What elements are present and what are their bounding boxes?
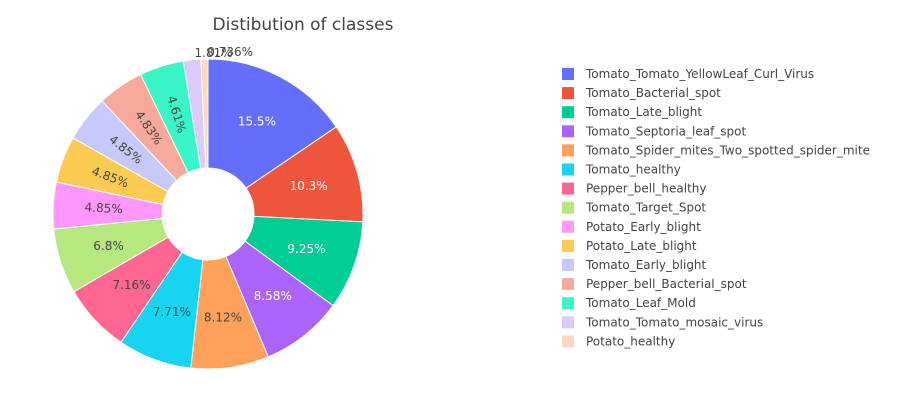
legend-label: Potato_healthy xyxy=(586,334,675,348)
legend-label: Pepper_bell_Bacterial_spot xyxy=(586,277,747,291)
legend-swatch xyxy=(562,316,574,329)
pie-slices xyxy=(52,58,364,370)
legend-swatch xyxy=(562,106,574,119)
legend-swatch xyxy=(562,278,574,291)
legend-label: Potato_Late_blight xyxy=(586,239,697,253)
legend-swatch xyxy=(562,144,574,157)
legend-swatch xyxy=(562,201,574,214)
legend-label: Potato_Early_blight xyxy=(586,220,701,234)
legend-swatch xyxy=(562,297,574,310)
chart-title: Distibution of classes xyxy=(213,15,394,35)
legend-item[interactable]: Tomato_Target_Spot xyxy=(562,201,706,215)
legend-swatch xyxy=(562,68,574,80)
slice-percent-label: 10.3% xyxy=(290,179,328,193)
legend-item[interactable]: Tomato_Early_blight xyxy=(562,258,707,272)
legend-swatch xyxy=(562,220,574,233)
legend-item[interactable]: Pepper_bell_healthy xyxy=(562,182,707,196)
slice-percent-label: 8.58% xyxy=(254,289,292,303)
legend-label: Tomato_Bacterial_spot xyxy=(585,86,721,100)
legend-item[interactable]: Tomato_Tomato_YellowLeaf_Curl_Virus xyxy=(562,67,814,81)
legend-item[interactable]: Tomato_Septoria_leaf_spot xyxy=(562,124,747,138)
legend-label: Tomato_healthy xyxy=(585,163,681,177)
slice-percent-label: 6.8% xyxy=(93,239,124,253)
legend-item[interactable]: Tomato_healthy xyxy=(562,163,681,177)
legend-item[interactable]: Tomato_Bacterial_spot xyxy=(562,86,721,100)
slice-percent-label: 7.16% xyxy=(112,278,150,292)
legend-item[interactable]: Tomato_Leaf_Mold xyxy=(562,296,696,310)
slice-percent-label: 1.81% xyxy=(195,46,233,60)
legend-item[interactable]: Potato_Late_blight xyxy=(562,239,697,253)
legend-label: Tomato_Tomato_mosaic_virus xyxy=(585,315,763,329)
legend-label: Tomato_Septoria_leaf_spot xyxy=(585,124,747,138)
slice-percent-label: 7.71% xyxy=(153,305,191,319)
legend-item[interactable]: Tomato_Spider_mites_Two_spotted_spider_m… xyxy=(562,143,870,157)
legend-item[interactable]: Pepper_bell_Bacterial_spot xyxy=(562,277,747,291)
legend-label: Pepper_bell_healthy xyxy=(586,182,707,196)
legend-label: Tomato_Target_Spot xyxy=(585,201,706,215)
legend-swatch xyxy=(562,239,574,252)
legend-label: Tomato_Early_blight xyxy=(585,258,707,272)
legend-swatch xyxy=(562,87,574,100)
legend-swatch xyxy=(562,259,574,271)
legend: Tomato_Tomato_YellowLeaf_Curl_Virus Tomat… xyxy=(562,67,870,348)
legend-swatch xyxy=(562,125,574,138)
legend-label: Tomato_Late_blight xyxy=(585,105,702,119)
slice-percent-label: 8.12% xyxy=(204,310,242,324)
legend-swatch xyxy=(562,182,574,195)
legend-label: Tomato_Leaf_Mold xyxy=(585,296,696,310)
slice-percent-label: 15.5% xyxy=(238,115,276,129)
pie-slice[interactable] xyxy=(207,58,337,189)
slice-percent-label: 9.25% xyxy=(287,242,325,256)
pie-slice[interactable] xyxy=(200,58,209,169)
legend-label: Tomato_Spider_mites_Two_spotted_spider_m… xyxy=(585,143,870,157)
legend-item[interactable]: Potato_healthy xyxy=(562,334,675,348)
legend-swatch xyxy=(562,163,574,176)
legend-label: Tomato_Tomato_YellowLeaf_Curl_Virus xyxy=(585,67,814,81)
legend-swatch xyxy=(562,335,574,348)
legend-item[interactable]: Tomato_Late_blight xyxy=(562,105,702,119)
legend-item[interactable]: Tomato_Tomato_mosaic_virus xyxy=(562,315,763,329)
legend-item[interactable]: Potato_Early_blight xyxy=(562,220,701,234)
slice-percent-label: 0.736% xyxy=(207,45,253,59)
slice-percent-label: 4.85% xyxy=(84,200,123,216)
